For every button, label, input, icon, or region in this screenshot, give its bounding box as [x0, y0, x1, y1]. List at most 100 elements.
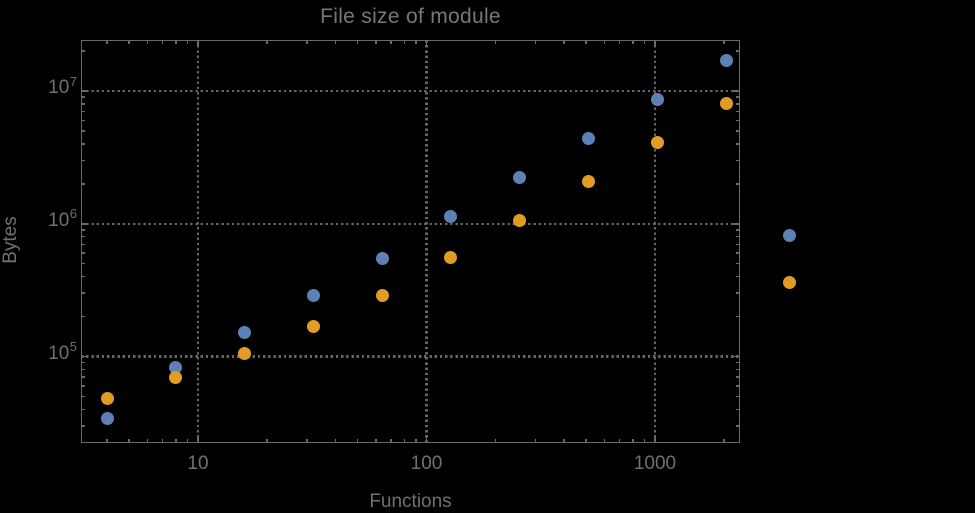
x-tick-minor	[403, 439, 406, 443]
y-tick-minor	[81, 159, 85, 162]
legend-marker-series-2-orange	[783, 276, 796, 289]
y-tick-minor	[736, 262, 740, 265]
x-gridline	[653, 40, 657, 443]
x-tick-minor	[266, 40, 268, 44]
x-tick-minor	[585, 439, 587, 443]
y-tick-minor	[736, 235, 740, 238]
y-tick-minor	[736, 385, 740, 387]
x-tick-minor	[618, 40, 621, 44]
y-tick-major	[81, 355, 88, 358]
x-tick-minor	[723, 439, 725, 443]
x-tick-major	[654, 436, 656, 443]
y-tick-minor	[81, 262, 85, 265]
data-point	[650, 93, 664, 107]
y-tick-minor	[736, 96, 740, 98]
data-point	[444, 209, 458, 223]
y-tick-minor	[736, 292, 740, 294]
data-point	[582, 131, 596, 145]
y-tick-minor	[736, 110, 740, 113]
data-point	[100, 412, 114, 426]
x-tick-minor	[632, 439, 634, 443]
y-tick-exponent: 6	[69, 206, 77, 222]
x-tick-minor	[494, 439, 497, 443]
x-tick-major	[197, 436, 199, 443]
y-tick-label: 106	[48, 206, 77, 231]
y-tick-minor	[736, 143, 740, 145]
x-tick-minor	[603, 40, 606, 44]
data-point	[306, 289, 320, 303]
y-tick-minor	[81, 376, 85, 378]
x-tick-minor	[175, 439, 177, 443]
y-tick-minor	[81, 292, 85, 294]
data-point	[375, 251, 389, 265]
x-tick-minor	[563, 40, 565, 44]
y-tick-minor	[736, 243, 740, 246]
y-tick-minor	[81, 96, 85, 98]
y-tick-minor	[81, 130, 85, 132]
y-tick-minor	[736, 130, 740, 132]
x-tick-minor	[534, 439, 537, 443]
x-tick-label: 100	[410, 453, 443, 474]
x-tick-minor	[375, 439, 377, 443]
y-tick-minor	[81, 119, 85, 122]
x-tick-minor	[306, 40, 308, 44]
x-tick-minor	[334, 40, 337, 44]
y-tick-major	[81, 90, 88, 92]
y-tick-minor	[736, 159, 740, 162]
y-tick-minor	[736, 119, 740, 122]
y-tick-minor	[81, 275, 85, 278]
y-tick-minor	[81, 425, 85, 427]
y-tick-minor	[81, 229, 85, 231]
y-tick-major	[81, 223, 88, 225]
data-point	[719, 53, 733, 67]
y-tick-minor	[736, 229, 740, 231]
x-tick-minor	[603, 439, 606, 443]
x-tick-label: 1000	[633, 453, 677, 474]
y-tick-major	[733, 90, 740, 92]
x-tick-minor	[563, 439, 565, 443]
y-tick-minor	[81, 235, 85, 238]
y-tick-minor	[81, 368, 85, 371]
x-tick-minor	[146, 439, 149, 443]
y-gridline	[81, 355, 740, 358]
x-tick-minor	[161, 439, 164, 443]
legend-marker-series-1-blue	[783, 229, 796, 242]
x-gridline	[196, 40, 200, 443]
x-tick-minor	[643, 40, 646, 44]
y-tick-minor	[81, 385, 85, 387]
x-tick-minor	[390, 439, 392, 443]
y-tick-minor	[81, 143, 85, 145]
x-tick-minor	[723, 40, 725, 44]
x-axis-title: Functions	[369, 491, 452, 512]
y-tick-label: 107	[48, 73, 77, 98]
y-tick-minor	[736, 408, 740, 411]
y-tick-minor	[81, 395, 85, 398]
y-tick-minor	[736, 183, 740, 185]
x-tick-minor	[390, 40, 392, 44]
y-tick-minor	[736, 395, 740, 398]
x-tick-minor	[106, 439, 108, 443]
x-tick-minor	[618, 439, 621, 443]
x-gridline	[425, 40, 428, 443]
y-gridline	[81, 89, 740, 93]
x-tick-minor	[415, 40, 417, 44]
y-tick-minor	[81, 315, 85, 318]
y-tick-exponent: 5	[69, 339, 77, 355]
x-tick-major	[425, 436, 428, 443]
y-tick-minor	[81, 50, 85, 52]
y-tick-minor	[81, 183, 85, 185]
data-point	[513, 170, 527, 184]
x-tick-minor	[128, 439, 130, 443]
data-point	[306, 320, 320, 334]
x-tick-major	[425, 40, 428, 47]
data-point	[719, 96, 733, 110]
x-tick-minor	[356, 439, 359, 443]
x-tick-minor	[585, 40, 587, 44]
x-tick-label: 10	[187, 453, 209, 474]
data-point	[169, 370, 183, 384]
plot-frame	[81, 40, 740, 443]
x-tick-minor	[375, 40, 377, 44]
x-tick-minor	[403, 40, 406, 44]
y-tick-minor	[81, 408, 85, 411]
